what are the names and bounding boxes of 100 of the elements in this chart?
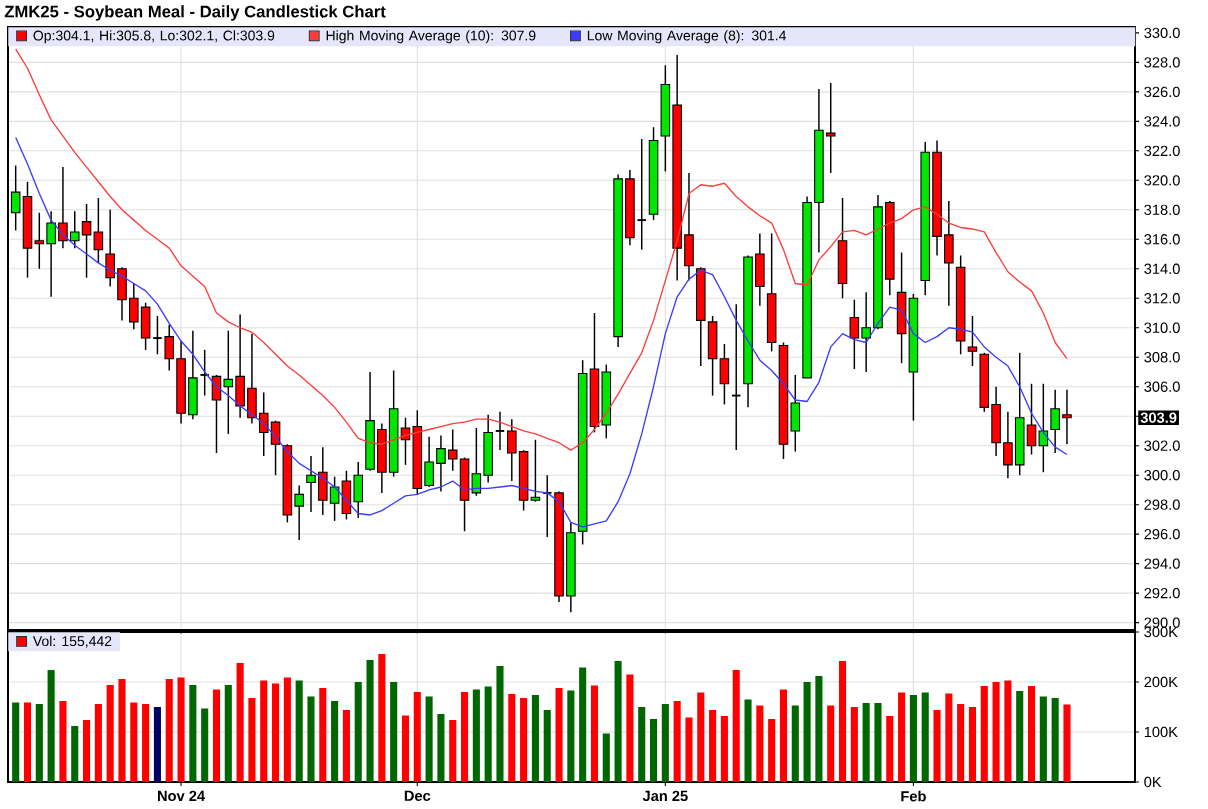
bar <box>649 718 658 782</box>
candlestick <box>46 210 56 298</box>
candlestick <box>199 349 210 397</box>
y-tick-label: 294.0 <box>1144 558 1180 569</box>
y-tick-label: 314.0 <box>1144 263 1180 274</box>
bar <box>272 683 280 782</box>
candlestick <box>494 411 506 451</box>
bar <box>59 700 67 782</box>
x-tick-label: Jan 25 <box>642 790 688 802</box>
bar <box>1016 690 1024 782</box>
bar <box>342 709 350 782</box>
bar <box>697 692 705 782</box>
candlestick <box>329 475 340 522</box>
bar <box>555 687 563 782</box>
bar <box>1039 696 1047 782</box>
bar <box>413 691 421 782</box>
bar <box>921 692 929 782</box>
bar <box>283 677 291 782</box>
bar <box>909 694 917 782</box>
bar <box>838 660 847 782</box>
candlestick <box>1003 411 1013 479</box>
candlestick <box>34 212 45 270</box>
bar <box>590 685 599 782</box>
y-tick-label: 328.0 <box>1144 57 1180 68</box>
bar <box>35 703 43 782</box>
candlestick <box>164 324 175 372</box>
legend-label: Vol: 155,442 <box>32 635 112 648</box>
x-tick-label: Nov 24 <box>157 790 205 802</box>
bar <box>189 684 197 782</box>
bar <box>118 678 126 782</box>
y-tick-label: 330.0 <box>1144 27 1180 39</box>
bar <box>685 717 693 782</box>
bar <box>307 696 315 782</box>
bar <box>957 703 965 782</box>
bar <box>1051 697 1059 782</box>
y-tick-label: 292.0 <box>1144 587 1180 599</box>
bar <box>212 689 221 782</box>
candlestick <box>105 209 115 288</box>
candlestick <box>258 391 269 457</box>
candlestick <box>152 315 163 356</box>
line-series <box>15 48 1068 451</box>
bar <box>496 665 504 782</box>
text: 303.9 <box>1140 412 1177 423</box>
bar <box>709 709 717 782</box>
y-tick-label: 320.0 <box>1144 175 1180 186</box>
bar <box>732 669 740 782</box>
y-tick-label: 300K <box>1144 626 1178 638</box>
bar <box>47 669 55 782</box>
bar <box>1063 704 1071 782</box>
bar <box>638 706 646 782</box>
bar <box>874 702 882 782</box>
bar <box>106 684 114 782</box>
y-tick-label: 300.0 <box>1144 470 1180 481</box>
candlestick <box>10 164 21 232</box>
bar <box>319 687 327 782</box>
bar <box>827 705 835 782</box>
bar <box>165 678 173 782</box>
bar <box>626 674 634 782</box>
bar <box>378 653 386 782</box>
bar <box>862 702 870 782</box>
bar <box>1004 680 1012 782</box>
bar <box>12 702 20 782</box>
candlestick <box>69 210 80 249</box>
y-tick-label: 308.0 <box>1144 352 1180 363</box>
candlestick <box>967 315 978 367</box>
candlestick <box>1050 388 1060 454</box>
bar <box>791 705 799 782</box>
y-tick-label: 0K <box>1144 776 1162 788</box>
y-tick-label: 324.0 <box>1144 116 1180 127</box>
y-tick-label: 296.0 <box>1144 528 1180 540</box>
candlestick <box>507 418 517 482</box>
y-tick-label: 302.0 <box>1144 440 1180 451</box>
y-tick-label: 200K <box>1144 676 1178 688</box>
legend-label: Low Moving Average (8): 301.4 <box>587 30 787 44</box>
candlestick <box>81 203 92 279</box>
y-tick-label: 318.0 <box>1144 204 1180 215</box>
bar <box>390 681 398 782</box>
bar <box>720 715 728 782</box>
bar <box>224 684 232 782</box>
legend-label: High Moving Average (10): 307.9 <box>326 30 536 44</box>
bar <box>850 706 858 782</box>
candlestick <box>636 138 647 251</box>
x-tick-label: Dec <box>404 790 431 801</box>
bar <box>673 700 681 782</box>
line-series <box>15 136 1068 528</box>
bar <box>543 709 551 782</box>
bar <box>142 703 150 782</box>
bar <box>579 667 587 782</box>
bar <box>236 662 244 782</box>
bar <box>461 691 469 782</box>
bar <box>567 690 575 782</box>
bar <box>153 706 161 782</box>
bar <box>484 686 492 782</box>
bar <box>366 659 374 782</box>
bar <box>295 680 303 782</box>
bar <box>425 696 433 782</box>
candlestick <box>825 82 836 174</box>
bar <box>94 703 102 782</box>
y-tick-label: 306.0 <box>1144 381 1180 392</box>
bar <box>945 693 953 782</box>
